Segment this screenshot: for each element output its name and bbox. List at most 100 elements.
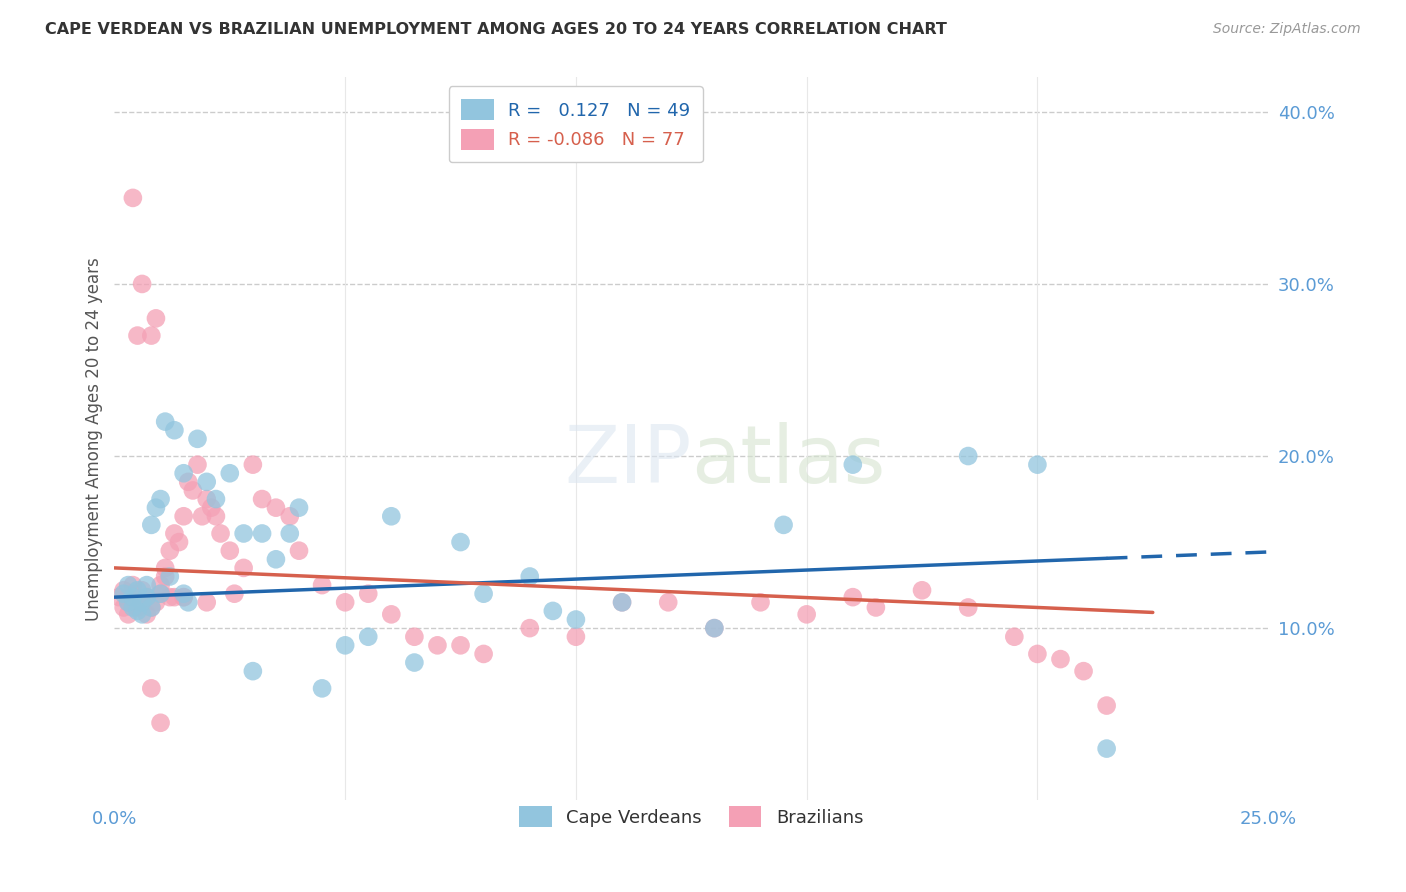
Point	[153, 561, 176, 575]
Point	[141, 517, 163, 532]
Point	[1095, 741, 1118, 756]
Point	[177, 595, 200, 609]
Point	[278, 509, 301, 524]
Point	[127, 604, 149, 618]
Point	[311, 578, 333, 592]
Point	[209, 526, 232, 541]
Point	[173, 467, 195, 481]
Point	[163, 590, 186, 604]
Point	[264, 500, 287, 515]
Point	[610, 595, 633, 609]
Point	[131, 607, 153, 622]
Point	[145, 311, 167, 326]
Point	[541, 604, 564, 618]
Point	[117, 595, 139, 609]
Point	[357, 630, 380, 644]
Point	[141, 328, 163, 343]
Point	[135, 607, 157, 622]
Point	[380, 509, 402, 524]
Point	[127, 583, 149, 598]
Point	[404, 656, 426, 670]
Point	[149, 587, 172, 601]
Point	[149, 578, 172, 592]
Point	[122, 191, 145, 205]
Point	[333, 638, 356, 652]
Point	[426, 638, 449, 652]
Point	[117, 590, 139, 604]
Point	[450, 638, 472, 652]
Point	[1002, 630, 1025, 644]
Point	[122, 587, 145, 601]
Point	[195, 475, 218, 489]
Point	[131, 595, 153, 609]
Point	[173, 590, 195, 604]
Point	[865, 600, 887, 615]
Point	[135, 590, 157, 604]
Point	[127, 595, 149, 609]
Point	[1026, 458, 1049, 472]
Point	[195, 595, 218, 609]
Point	[472, 647, 495, 661]
Point	[1049, 652, 1071, 666]
Point	[163, 526, 186, 541]
Point	[141, 600, 163, 615]
Point	[159, 543, 181, 558]
Point	[141, 600, 163, 615]
Point	[232, 561, 254, 575]
Point	[122, 600, 145, 615]
Point	[218, 467, 240, 481]
Point	[749, 595, 772, 609]
Point	[112, 583, 135, 598]
Point	[149, 587, 172, 601]
Point	[159, 590, 181, 604]
Point	[357, 587, 380, 601]
Point	[380, 607, 402, 622]
Point	[842, 590, 865, 604]
Point	[145, 595, 167, 609]
Point	[135, 590, 157, 604]
Point	[519, 621, 541, 635]
Point	[519, 569, 541, 583]
Point	[127, 600, 149, 615]
Point	[472, 587, 495, 601]
Point	[1026, 647, 1049, 661]
Point	[218, 543, 240, 558]
Point	[108, 590, 131, 604]
Point	[177, 475, 200, 489]
Text: CAPE VERDEAN VS BRAZILIAN UNEMPLOYMENT AMONG AGES 20 TO 24 YEARS CORRELATION CHA: CAPE VERDEAN VS BRAZILIAN UNEMPLOYMENT A…	[45, 22, 946, 37]
Point	[1073, 664, 1095, 678]
Point	[565, 613, 588, 627]
Point	[141, 681, 163, 696]
Point	[957, 600, 980, 615]
Point	[311, 681, 333, 696]
Point	[159, 569, 181, 583]
Point	[333, 595, 356, 609]
Point	[565, 630, 588, 644]
Point	[288, 500, 311, 515]
Point	[195, 491, 218, 506]
Point	[112, 587, 135, 601]
Point	[145, 500, 167, 515]
Y-axis label: Unemployment Among Ages 20 to 24 years: Unemployment Among Ages 20 to 24 years	[86, 257, 103, 621]
Point	[232, 526, 254, 541]
Point	[167, 535, 190, 549]
Point	[842, 458, 865, 472]
Point	[191, 509, 214, 524]
Point	[911, 583, 934, 598]
Point	[957, 449, 980, 463]
Point	[131, 595, 153, 609]
Text: atlas: atlas	[692, 422, 886, 500]
Point	[242, 664, 264, 678]
Point	[657, 595, 679, 609]
Point	[186, 432, 208, 446]
Point	[250, 491, 273, 506]
Point	[703, 621, 725, 635]
Point	[450, 535, 472, 549]
Point	[112, 600, 135, 615]
Legend: Cape Verdeans, Brazilians: Cape Verdeans, Brazilians	[512, 799, 870, 835]
Point	[117, 578, 139, 592]
Point	[117, 595, 139, 609]
Point	[703, 621, 725, 635]
Point	[224, 587, 246, 601]
Point	[404, 630, 426, 644]
